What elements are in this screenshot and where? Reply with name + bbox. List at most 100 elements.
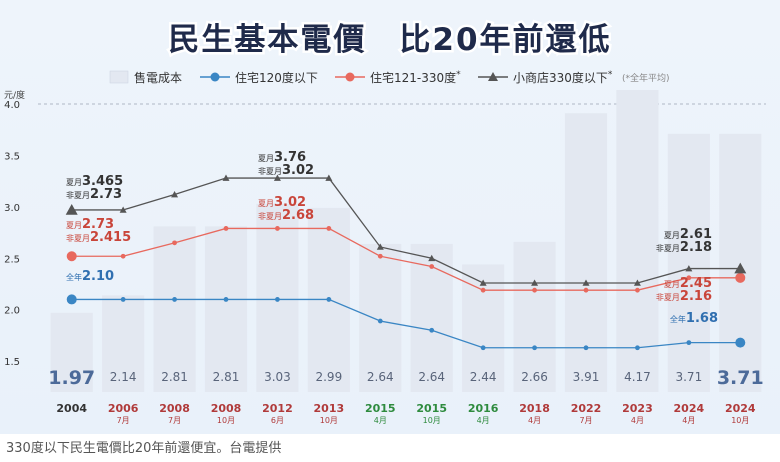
annotation-res-2012-line-0: 夏月3.02	[258, 195, 306, 210]
cost-bar-label-7: 2.64	[418, 370, 445, 384]
legend-sup-2: *	[608, 70, 613, 80]
x-tick-year-0: 2004	[56, 402, 87, 415]
y-tick-label-4: 3.5	[4, 151, 20, 162]
chart-card: 民生基本電價 比20年前還低 售電成本 住宅120度以下 住宅121-330度* 小商店…	[0, 0, 780, 434]
x-tick-year-8: 2016	[468, 402, 499, 415]
x-tick-month-12: 4月	[682, 416, 695, 425]
series-1-point-13	[735, 272, 746, 283]
series-2-point-3	[222, 174, 230, 181]
annotation-shop-2004-prefix-1: 非夏月	[66, 190, 90, 200]
x-tick-month-6: 4月	[374, 416, 387, 425]
annotation-res-2024-line-1: 非夏月2.16	[656, 289, 712, 304]
series-1-point-6	[377, 253, 383, 259]
series-line-2	[71, 177, 741, 284]
annotation-shop-2012-value-0: 3.76	[274, 150, 306, 165]
cost-bar-label-4: 3.03	[264, 370, 291, 384]
series-0-point-5	[326, 297, 332, 302]
x-tick-year-3: 2008	[211, 402, 242, 415]
y-tick-label-1: 2.0	[4, 306, 20, 317]
annotation-shop-2012-line-1: 非夏月3.02	[258, 163, 314, 178]
y-tick-label-3: 3.0	[4, 203, 20, 214]
legend: 售電成本 住宅120度以下 住宅121-330度* 小商店330度以下* (*全年平均)	[109, 70, 670, 85]
annotation-res-2004-prefix-0: 夏月	[66, 221, 82, 230]
series-0-point-12	[686, 340, 692, 346]
x-tick-month-8: 4月	[477, 416, 490, 425]
x-tick-year-4: 2012	[262, 402, 293, 415]
annotation-low-2004-line-0: 全年2.10	[66, 269, 114, 284]
series-line-0	[71, 298, 741, 349]
annotation-res-2004-line-0: 夏月2.73	[66, 217, 114, 232]
series-0-point-3	[223, 297, 229, 302]
series-2-point-11	[633, 279, 641, 286]
series-1-point-7	[429, 264, 435, 269]
legend-swatch-cost	[109, 70, 129, 84]
legend-marker-0	[210, 72, 220, 82]
chart-title: 民生基本電價 比20年前還低	[168, 22, 611, 58]
legend-marker-2	[488, 72, 498, 81]
legend-label-cost: 售電成本	[134, 70, 182, 85]
cost-bar-label-13: 3.71	[717, 367, 764, 389]
legend-label-0: 住宅120度以下	[235, 70, 318, 85]
x-tick-year-2: 2008	[159, 402, 190, 415]
series-0-point-1	[120, 297, 126, 302]
series-2-point-13	[734, 262, 747, 274]
series-line-1	[71, 227, 741, 291]
series-2-point-10	[582, 279, 590, 286]
cost-bar-11	[616, 90, 659, 392]
series-1-point-0	[66, 251, 77, 262]
x-tick-month-11: 4月	[631, 416, 644, 425]
series-0-point-10	[583, 345, 589, 351]
x-tick-year-10: 2022	[571, 402, 602, 415]
x-tick-month-10: 7月	[579, 416, 592, 425]
legend-label-2: 小商店330度以下*	[513, 70, 613, 85]
annotation-shop-2012-line-0: 夏月3.76	[258, 150, 306, 165]
cost-bar-2	[153, 226, 196, 392]
series-0-point-13	[735, 337, 746, 348]
x-tick-year-13: 2024	[725, 402, 756, 415]
x-tick-year-12: 2024	[674, 402, 705, 415]
x-tick-month-4: 6月	[271, 416, 284, 425]
cost-bar-label-0: 1.97	[48, 367, 95, 389]
legend-sup-1: *	[456, 70, 461, 80]
annotation-shop-2024-value-1: 2.18	[680, 240, 712, 255]
annotation-low-2004: 全年2.10	[66, 269, 114, 284]
cost-bar-label-10: 3.91	[573, 370, 600, 384]
series-2-point-0	[65, 203, 78, 215]
annotation-low-2024-prefix-0: 全年	[670, 314, 686, 324]
annotation-shop-2004-value-1: 2.73	[90, 187, 122, 202]
series-1-point-5	[326, 226, 332, 231]
series-1-point-10	[583, 287, 589, 293]
annotation-res-2012-prefix-1: 非夏月	[258, 211, 282, 221]
series-2-point-12	[685, 265, 693, 272]
cost-bar-label-11: 4.17	[624, 370, 651, 384]
legend-note: (*全年平均)	[622, 72, 670, 84]
annotation-low-2004-value-0: 2.10	[82, 269, 114, 284]
x-tick-month-13: 10月	[731, 416, 749, 425]
x-tick-year-9: 2018	[519, 402, 550, 415]
cost-bar-3	[204, 226, 248, 392]
series-2-point-1	[119, 206, 127, 213]
annotation-low-2004-prefix-0: 全年	[66, 272, 82, 282]
series-2-point-8	[479, 279, 487, 286]
annotation-res-2024-prefix-0: 夏月	[664, 280, 680, 289]
annotation-res-2012-line-1: 非夏月2.68	[258, 208, 314, 223]
series-1-point-4	[275, 226, 280, 231]
cost-bar-label-12: 3.71	[675, 370, 702, 384]
series-1-point-12	[686, 275, 692, 281]
series-2-point-5	[325, 174, 333, 181]
annotation-shop-2012-prefix-0: 夏月	[258, 154, 274, 163]
cost-bar-label-6: 2.64	[367, 370, 394, 384]
x-tick-year-11: 2023	[622, 402, 653, 415]
y-tick-label-2: 2.5	[4, 254, 20, 265]
annotation-res-2012-prefix-0: 夏月	[258, 199, 274, 208]
cost-bar-12	[667, 133, 710, 393]
annotation-res-2004-line-1: 非夏月2.415	[66, 230, 131, 245]
series-1-point-9	[532, 287, 537, 293]
annotation-shop-2024-line-0: 夏月2.61	[664, 227, 712, 242]
